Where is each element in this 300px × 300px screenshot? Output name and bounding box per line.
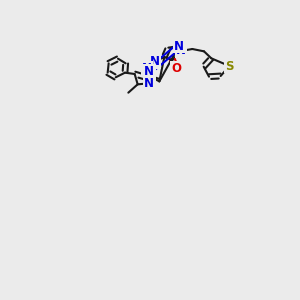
- Text: S: S: [225, 59, 234, 73]
- Text: O: O: [171, 62, 181, 75]
- Text: N: N: [144, 77, 154, 90]
- Text: N: N: [144, 65, 154, 78]
- Text: N: N: [142, 61, 152, 74]
- Text: N: N: [150, 55, 160, 68]
- Text: N: N: [174, 40, 184, 52]
- Text: N: N: [145, 70, 155, 83]
- Text: N: N: [176, 44, 186, 58]
